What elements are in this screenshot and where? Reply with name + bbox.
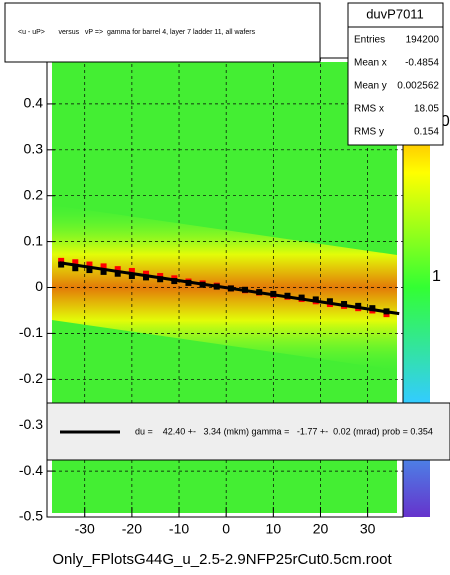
stats-label: Entries — [354, 35, 385, 46]
profile-point — [100, 263, 107, 270]
profile-point — [143, 274, 150, 281]
profile-point — [326, 298, 333, 305]
stats-label: RMS y — [354, 127, 384, 138]
profile-point — [355, 302, 362, 309]
profile-point — [157, 273, 164, 280]
profile-point — [100, 268, 107, 275]
y-tick-label: -0.1 — [19, 324, 43, 340]
x-tick-label: 30 — [360, 521, 376, 537]
x-tick-label: -30 — [75, 521, 95, 537]
profile-point — [72, 265, 79, 272]
profile-point — [312, 296, 319, 303]
x-tick-label: 0 — [222, 521, 230, 537]
y-tick-label: 0.4 — [24, 95, 44, 111]
fit-line — [59, 261, 400, 316]
y-tick-label: -0.3 — [19, 416, 43, 432]
profile-point — [72, 259, 79, 266]
x-tick-label: 10 — [266, 521, 282, 537]
profile-point — [114, 266, 121, 273]
profile-point — [86, 261, 93, 268]
y-tick-label: -0.5 — [19, 508, 43, 524]
stats-label: Mean y — [354, 81, 387, 92]
title-box — [4, 2, 321, 63]
profile-point — [58, 257, 65, 264]
x-tick-label: 20 — [313, 521, 329, 537]
profile-point — [86, 267, 93, 274]
stats-label: RMS x — [354, 104, 384, 115]
stats-value: 0.154 — [414, 127, 439, 138]
x-tick-label: -20 — [122, 521, 142, 537]
chart-title: <u - uP> versus vP => gamma for barrel 4… — [18, 29, 256, 36]
profile-point — [143, 270, 150, 277]
z-tick-label: 1 — [432, 268, 441, 285]
y-tick-label: -0.4 — [19, 462, 43, 478]
y-tick-label: -0.2 — [19, 370, 43, 386]
profile-point — [128, 273, 135, 280]
fit-legend-label: du = 42.40 +- 3.34 (mkm) gamma = -1.77 +… — [135, 426, 433, 436]
y-tick-label: 0.2 — [24, 186, 44, 202]
x-tick-label: -10 — [169, 521, 189, 537]
stats-label: Mean x — [354, 58, 387, 69]
stats-value: 194200 — [406, 35, 440, 46]
profile-point — [114, 270, 121, 277]
stats-title: duvP7011 — [366, 6, 424, 21]
profile-point — [128, 267, 135, 274]
plot-area — [47, 57, 403, 518]
stats-box — [347, 2, 444, 146]
stats-value: -0.4854 — [405, 58, 439, 69]
profile-point — [58, 261, 65, 268]
y-tick-label: 0 — [35, 278, 43, 294]
stats-value: 18.05 — [414, 104, 439, 115]
footer: Only_FPlotsG44G_u_2.5-2.9NFP25rCut0.5cm.… — [52, 551, 392, 568]
stats-value: 0.002562 — [397, 81, 439, 92]
y-tick-label: 0.1 — [24, 232, 44, 248]
y-tick-label: 0.3 — [24, 141, 44, 157]
